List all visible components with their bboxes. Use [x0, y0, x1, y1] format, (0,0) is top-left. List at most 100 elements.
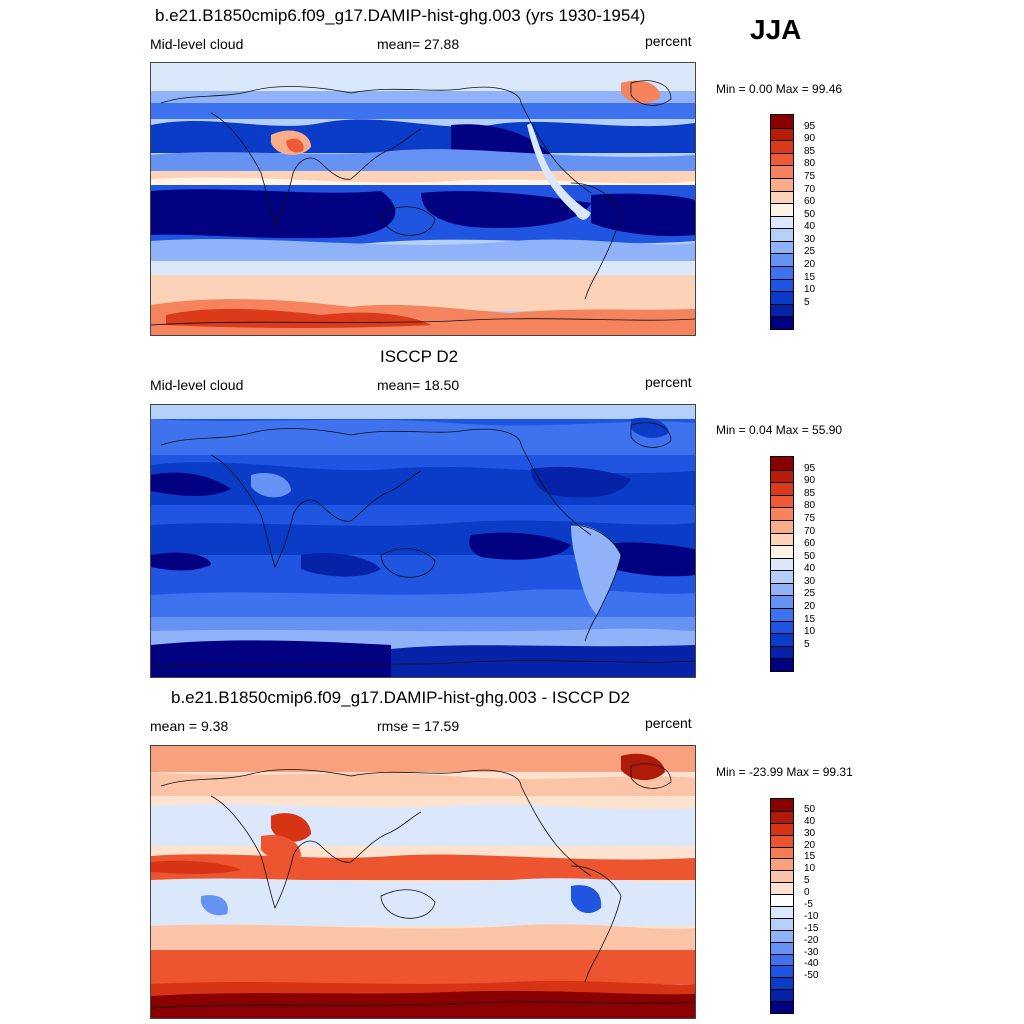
panel2-mean-label: mean= 18.50 — [377, 377, 460, 393]
colorbar-cell — [771, 595, 793, 609]
colorbar-tick-label: 95 — [804, 120, 816, 132]
panel1-colorbar — [770, 114, 794, 330]
colorbar-tick-label: 60 — [804, 196, 816, 208]
panel1-variable-label: Mid-level cloud — [150, 36, 244, 52]
colorbar-cell — [771, 165, 793, 178]
colorbar-tick-label: 85 — [804, 145, 816, 157]
season-label: JJA — [750, 14, 802, 45]
colorbar-cell — [771, 570, 793, 583]
panel3-colorbar — [770, 798, 794, 1014]
colorbar-tick-label: 5 — [804, 875, 810, 887]
colorbar-tick-label: -10 — [804, 910, 819, 922]
colorbar-tick-label: 30 — [804, 827, 816, 839]
colorbar-tick-label: 60 — [804, 538, 816, 550]
colorbar-cell — [771, 658, 793, 671]
colorbar-cell — [771, 240, 793, 254]
colorbar-tick-label: 80 — [804, 158, 816, 170]
colorbar-cell — [771, 608, 793, 621]
colorbar-cell — [771, 278, 793, 292]
colorbar-cell — [771, 316, 793, 329]
colorbar-tick-label: 0 — [804, 887, 810, 899]
panel2-title: ISCCP D2 — [380, 347, 459, 366]
panel1-minmax: Min = 0.00 Max = 99.46 — [716, 82, 843, 96]
colorbar-cell — [771, 645, 793, 659]
colorbar-cell — [771, 870, 793, 883]
colorbar-cell — [771, 152, 793, 166]
colorbar-cell — [771, 822, 793, 835]
colorbar-cell — [771, 965, 793, 978]
colorbar-tick-label: 20 — [804, 601, 816, 613]
colorbar-tick-label: 40 — [804, 221, 816, 233]
panel1-map — [150, 62, 696, 336]
colorbar-cell — [771, 834, 793, 847]
colorbar-cell — [771, 906, 793, 918]
colorbar-tick-label: 30 — [804, 575, 816, 587]
colorbar-cell — [771, 303, 793, 317]
colorbar-cell — [771, 469, 793, 483]
colorbar-tick-label: 75 — [804, 512, 816, 524]
colorbar-cell — [771, 620, 793, 634]
colorbar-tick-label: 10 — [804, 284, 816, 296]
colorbar-cell — [771, 1001, 793, 1013]
colorbar-tick-label: -5 — [804, 899, 813, 910]
colorbar-cell — [771, 977, 793, 990]
panel2-variable-label: Mid-level cloud — [150, 377, 244, 393]
colorbar-cell — [771, 929, 793, 942]
colorbar-tick-label: 5 — [804, 296, 810, 308]
colorbar-tick-label: 70 — [804, 183, 816, 195]
panel2-map — [150, 404, 696, 678]
panel3-units-label: percent — [645, 715, 692, 731]
colorbar-cell — [771, 457, 793, 470]
colorbar-cell — [771, 266, 793, 279]
colorbar-tick-label: 15 — [804, 851, 816, 863]
colorbar-cell — [771, 941, 793, 954]
colorbar-tick-label: 50 — [804, 803, 816, 815]
colorbar-cell — [771, 291, 793, 304]
colorbar-cell — [771, 633, 793, 646]
colorbar-cell — [771, 494, 793, 508]
colorbar-tick-label: -50 — [804, 970, 819, 982]
colorbar-tick-label: 75 — [804, 170, 816, 182]
colorbar-tick-label: 10 — [804, 863, 816, 875]
colorbar-tick-label: 40 — [804, 563, 816, 575]
colorbar-cell — [771, 482, 793, 495]
colorbar-cell — [771, 894, 793, 906]
colorbar-cell — [771, 532, 793, 546]
colorbar-cell — [771, 177, 793, 191]
colorbar-cell — [771, 557, 793, 571]
colorbar-tick-label: 90 — [804, 475, 816, 487]
colorbar-cell — [771, 810, 793, 823]
colorbar-cell — [771, 545, 793, 558]
panel1-map-field — [151, 63, 695, 335]
colorbar-tick-label: 90 — [804, 133, 816, 145]
colorbar-tick-label: 15 — [804, 271, 816, 283]
colorbar-tick-label: -30 — [804, 946, 819, 958]
panel1-title: b.e21.B1850cmip6.f09_g17.DAMIP-hist-ghg.… — [155, 6, 646, 25]
colorbar-cell — [771, 507, 793, 520]
colorbar-tick-label: 85 — [804, 487, 816, 499]
panel1-units-label: percent — [645, 33, 692, 49]
panel2-map-field — [151, 405, 695, 677]
panel3-minmax: Min = -23.99 Max = 99.31 — [716, 765, 853, 779]
colorbar-cell — [771, 190, 793, 204]
panel2-units-label: percent — [645, 374, 692, 390]
colorbar-cell — [771, 882, 793, 895]
colorbar-cell — [771, 917, 793, 930]
colorbar-cell — [771, 228, 793, 241]
colorbar-tick-label: 70 — [804, 525, 816, 537]
colorbar-tick-label: 5 — [804, 638, 810, 650]
colorbar-tick-label: 50 — [804, 208, 816, 220]
panel3-title: b.e21.B1850cmip6.f09_g17.DAMIP-hist-ghg.… — [171, 688, 630, 707]
colorbar-cell — [771, 953, 793, 966]
panel3-mean-label: mean = 9.38 — [150, 718, 229, 734]
colorbar-tick-label: 20 — [804, 839, 816, 851]
colorbar-cell — [771, 858, 793, 871]
colorbar-tick-label: 40 — [804, 815, 816, 827]
colorbar-tick-label: 25 — [804, 246, 816, 258]
colorbar-cell — [771, 846, 793, 859]
colorbar-cell — [771, 799, 793, 811]
colorbar-tick-label: 10 — [804, 626, 816, 638]
colorbar-cell — [771, 127, 793, 141]
colorbar-cell — [771, 115, 793, 128]
colorbar-cell — [771, 203, 793, 216]
